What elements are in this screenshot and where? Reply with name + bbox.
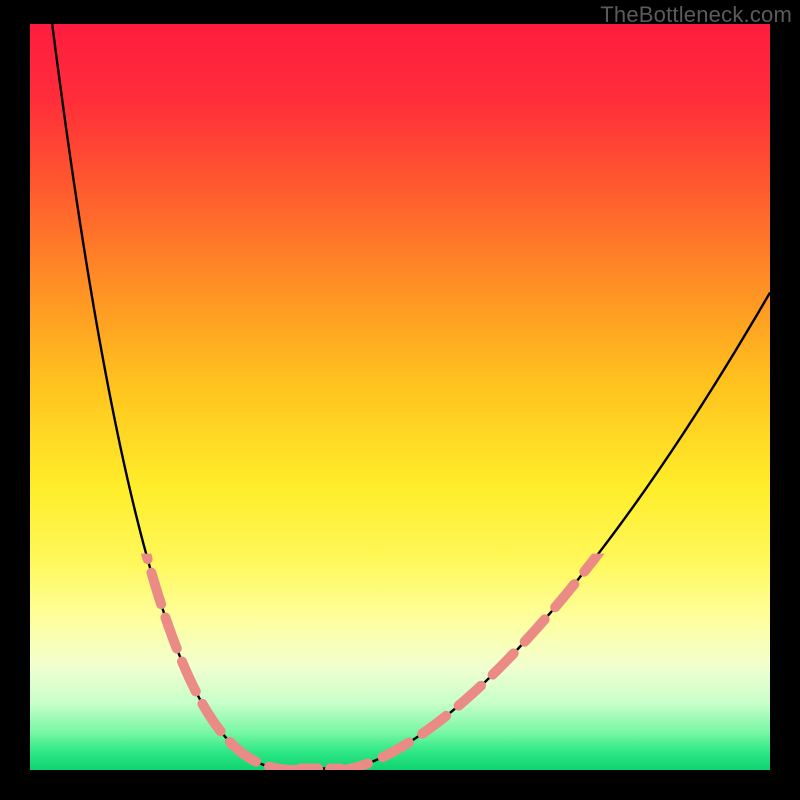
bottleneck-chart: [0, 0, 800, 800]
watermark-text: TheBottleneck.com: [600, 2, 792, 28]
chart-background-gradient: [30, 24, 770, 770]
